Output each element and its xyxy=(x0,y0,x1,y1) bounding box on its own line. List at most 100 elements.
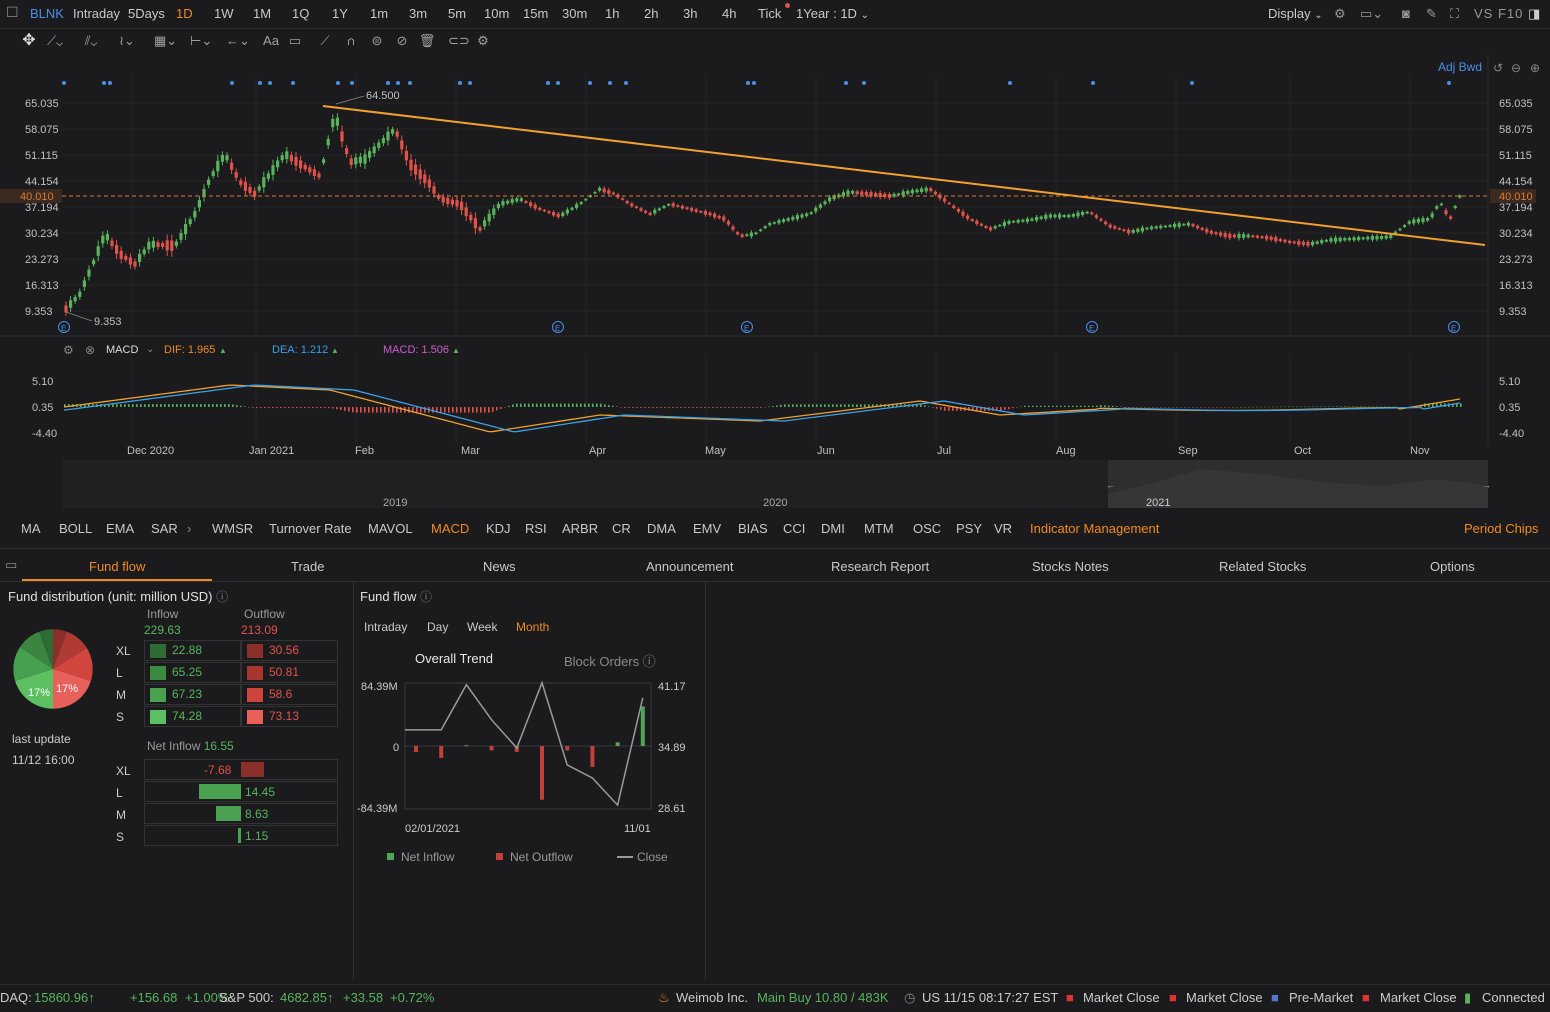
indicator-wmsr[interactable]: WMSR xyxy=(212,521,254,536)
indicator-emv[interactable]: EMV xyxy=(693,521,722,536)
ff-period-week[interactable]: Week xyxy=(467,620,498,634)
comment-tool-icon[interactable]: ▭ xyxy=(288,33,302,48)
symbol-label[interactable]: BLNK xyxy=(30,6,64,21)
inflow-cell: 67.23 xyxy=(144,684,241,705)
period-10min[interactable]: 10m xyxy=(484,6,510,21)
trash-icon[interactable]: 🗑 xyxy=(418,33,436,48)
line-tool-icon[interactable]: ⟋⌄ xyxy=(46,33,64,48)
tab-fund-flow[interactable]: Fund flow xyxy=(89,559,146,574)
indicator-mtm[interactable]: MTM xyxy=(864,521,894,536)
divider xyxy=(0,548,1550,549)
macd-histogram-bar xyxy=(956,407,958,411)
channel-tool-icon[interactable]: ⫽⌄ xyxy=(84,33,98,48)
fullscreen-icon[interactable]: ⛶ xyxy=(1450,6,1460,21)
period-chips-link[interactable]: Period Chips xyxy=(1464,521,1539,536)
indicator-arbr[interactable]: ARBR xyxy=(562,521,599,536)
fib-tool-icon[interactable]: ▦⌄ xyxy=(154,33,178,48)
magnet-icon[interactable]: ∩ xyxy=(346,33,356,48)
indicator-dmi[interactable]: DMI xyxy=(821,521,845,536)
indicator-dma[interactable]: DMA xyxy=(647,521,676,536)
indicator-bias[interactable]: BIAS xyxy=(738,521,768,536)
display-dropdown[interactable]: Display ⌄ xyxy=(1268,6,1323,21)
macd-histogram-bar xyxy=(1224,407,1226,408)
indicator-rsi[interactable]: RSI xyxy=(525,521,547,536)
indicator-sar[interactable]: SAR xyxy=(151,521,178,536)
tab-announcement[interactable]: Announcement xyxy=(646,559,734,574)
period-3h[interactable]: 3h xyxy=(683,6,698,21)
nasdaq-value[interactable]: 15860.96↑ xyxy=(34,990,95,1005)
arrow-tool-icon[interactable]: ←⌄ xyxy=(226,33,250,48)
collapse-panel-icon[interactable]: ▭ xyxy=(5,557,18,572)
ff-subtab-overall-trend[interactable]: Overall Trend xyxy=(415,651,494,666)
range-selector[interactable]: 1Year : 1D ⌄ xyxy=(796,6,869,21)
camera-icon[interactable]: ◙ xyxy=(1402,6,1410,21)
indicator-ema[interactable]: EMA xyxy=(106,521,135,536)
link-icon[interactable]: ⊂⊃ xyxy=(448,33,470,48)
chevron-right-icon[interactable]: › xyxy=(187,521,192,536)
help-icon[interactable]: ⓘ xyxy=(420,590,433,604)
layout-icon[interactable]: ▭⌄ xyxy=(1360,6,1384,21)
indicator-macd[interactable]: MACD xyxy=(431,521,470,536)
period-4h[interactable]: 4h xyxy=(722,6,737,21)
measure-tool-icon[interactable]: ⊢⌄ xyxy=(190,33,213,48)
period-1m[interactable]: 1M xyxy=(253,6,272,21)
macd-histogram-bar xyxy=(1020,406,1022,408)
period-1y[interactable]: 1Y xyxy=(332,6,348,21)
tab-related-stocks[interactable]: Related Stocks xyxy=(1219,559,1307,574)
ticker-name[interactable]: Weimob Inc. xyxy=(676,990,749,1005)
period-3min[interactable]: 3m xyxy=(409,6,428,21)
ff-period-month[interactable]: Month xyxy=(516,620,550,634)
ff-period-day[interactable]: Day xyxy=(427,620,449,634)
wave-tool-icon[interactable]: ≀⌄ xyxy=(119,33,135,48)
candle-body xyxy=(211,171,215,177)
period-5min[interactable]: 5m xyxy=(448,6,467,21)
period-15min[interactable]: 15m xyxy=(523,6,549,21)
tab-trade[interactable]: Trade xyxy=(291,559,325,574)
period-1w[interactable]: 1W xyxy=(214,6,234,21)
indicator-psy[interactable]: PSY xyxy=(956,521,983,536)
period-intraday[interactable]: Intraday xyxy=(73,6,120,21)
hide-drawing-icon[interactable]: ⊘ xyxy=(396,33,408,48)
period-5days[interactable]: 5Days xyxy=(128,6,165,21)
tab-research-report[interactable]: Research Report xyxy=(831,559,930,574)
indicator-cci[interactable]: CCI xyxy=(783,521,806,536)
macd-histogram-bar xyxy=(352,407,354,413)
window-menu-icon[interactable]: ☐ xyxy=(6,4,19,20)
help-icon[interactable]: ⓘ xyxy=(216,590,229,604)
price-chart[interactable]: 65.035 65.035 58.075 58.075 51.115 51.115 44.1… xyxy=(0,54,1550,514)
indicator-osc[interactable]: OSC xyxy=(913,521,942,536)
period-tick[interactable]: Tick xyxy=(758,6,782,21)
period-2h[interactable]: 2h xyxy=(644,6,659,21)
adj-bwd-label[interactable]: Adj Bwd xyxy=(1438,60,1482,74)
sp500-value[interactable]: 4682.85↑ xyxy=(280,990,334,1005)
tab-stocks-notes[interactable]: Stocks Notes xyxy=(1032,559,1109,574)
indicator-kdj[interactable]: KDJ xyxy=(486,521,511,536)
ff-subtab-block-orders[interactable]: Block Orders ⓘ xyxy=(564,654,656,669)
indicator-turnover-rate[interactable]: Turnover Rate xyxy=(269,521,352,536)
pencil-icon[interactable]: ✎ xyxy=(1426,6,1437,21)
indicator-mavol[interactable]: MAVOL xyxy=(368,521,413,536)
text-tool-icon[interactable]: Aa xyxy=(263,33,279,48)
tab-options[interactable]: Options xyxy=(1430,559,1475,574)
indicator-boll[interactable]: BOLL xyxy=(59,521,93,536)
lock-drawing-icon[interactable]: ⊜ xyxy=(371,33,383,48)
ruler-icon[interactable]: ⟋ xyxy=(320,33,330,48)
period-1h[interactable]: 1h xyxy=(605,6,620,21)
period-1d[interactable]: 1D xyxy=(176,6,193,21)
indicator-vr[interactable]: VR xyxy=(994,521,1013,536)
crosshair-move-icon[interactable]: ✥ xyxy=(22,32,36,49)
help-icon[interactable]: ⓘ xyxy=(642,654,656,669)
indicator-cr[interactable]: CR xyxy=(612,521,631,536)
period-30min[interactable]: 30m xyxy=(562,6,588,21)
indicator-management-link[interactable]: Indicator Management xyxy=(1030,521,1160,536)
period-1q[interactable]: 1Q xyxy=(292,6,310,21)
gear-icon[interactable]: ⚙ xyxy=(1334,6,1346,21)
indicator-ma[interactable]: MA xyxy=(21,521,41,536)
vs-f10-button[interactable]: VS F10 xyxy=(1474,6,1524,21)
ff-period-intraday[interactable]: Intraday xyxy=(364,620,408,634)
period-1min[interactable]: 1m xyxy=(370,6,389,21)
tab-news[interactable]: News xyxy=(483,559,516,574)
panel-toggle-icon[interactable]: ◨ xyxy=(1528,6,1541,21)
macd-histogram-bar xyxy=(1096,405,1098,407)
settings-icon[interactable]: ⚙ xyxy=(477,33,489,48)
